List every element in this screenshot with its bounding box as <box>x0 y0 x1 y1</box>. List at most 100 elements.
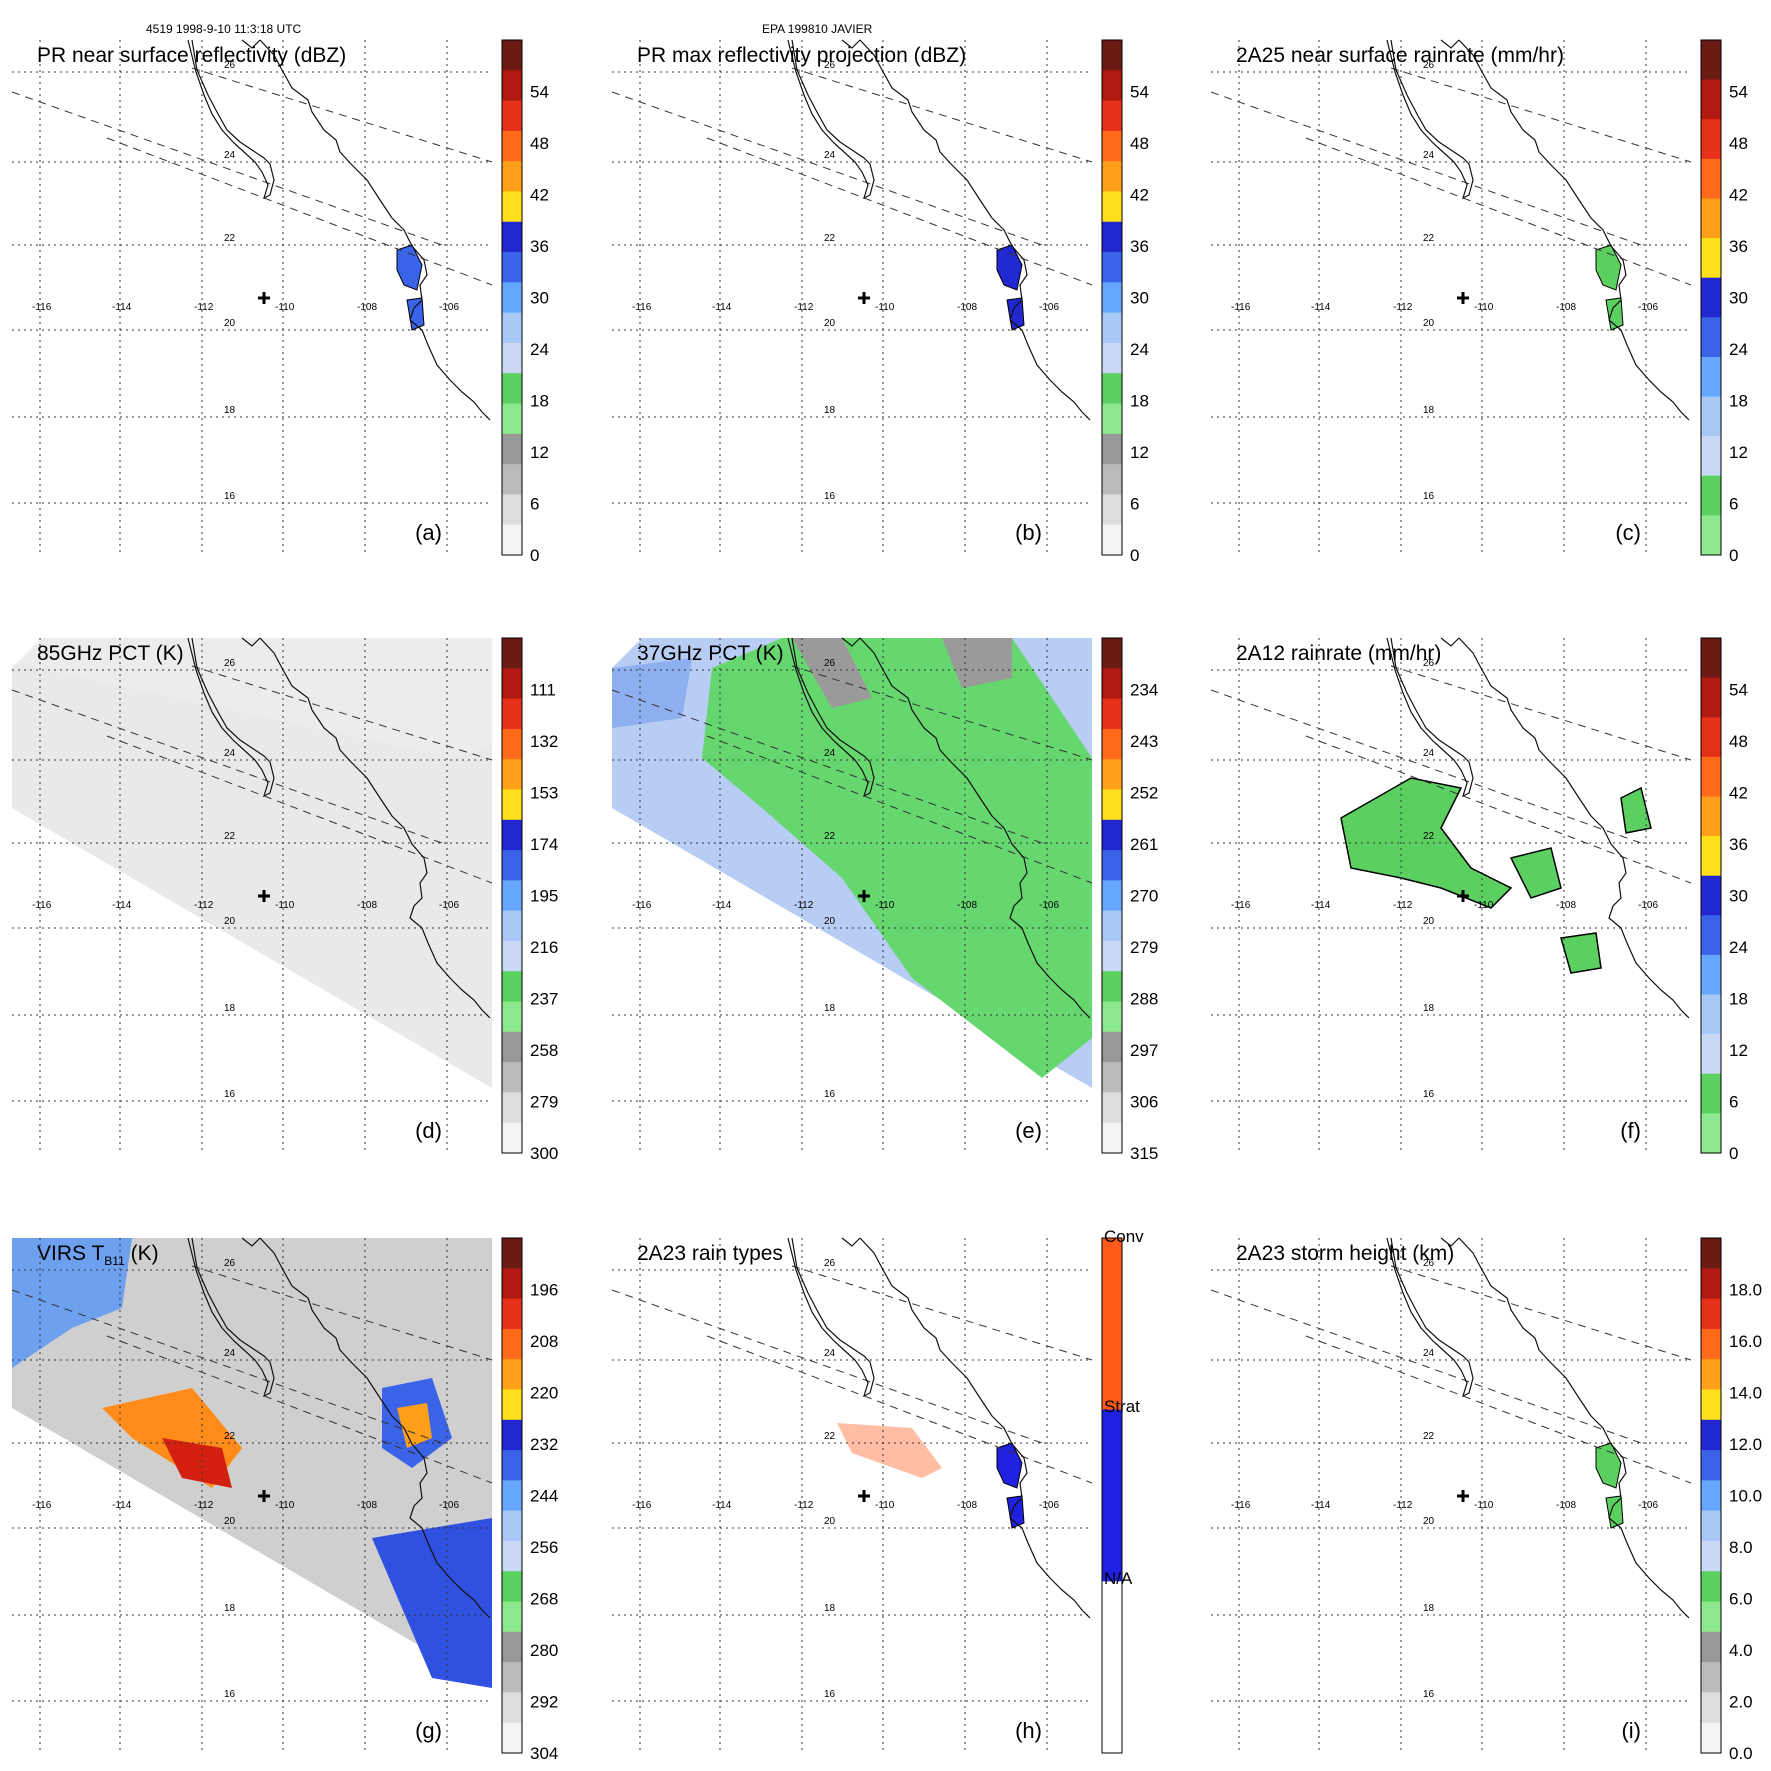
lat-label: 20 <box>1423 1516 1435 1527</box>
colorbar-tick: 270 <box>1130 887 1158 906</box>
colorbar-tick: 24 <box>530 340 549 359</box>
lon-label: -110 <box>275 1500 295 1511</box>
panel-title-h: 2A23 rain types <box>637 1242 783 1265</box>
lon-label: -114 <box>1311 1500 1331 1511</box>
lat-label: 20 <box>224 318 236 329</box>
lon-label: -110 <box>1474 1500 1494 1511</box>
colorbar-tick: 261 <box>1130 835 1158 854</box>
lat-label: 22 <box>224 1431 236 1442</box>
lat-label: 16 <box>224 1089 236 1100</box>
panel-c: -116 -114 -112 -110 -108 -1062624222018162A25… <box>1211 40 1748 565</box>
lon-label: -110 <box>275 302 295 313</box>
lon-label: -116 <box>632 900 652 911</box>
colorbar-tick: 0 <box>530 546 539 565</box>
lat-label: 18 <box>824 405 836 416</box>
lon-label: -106 <box>439 900 459 911</box>
lon-label: -116 <box>632 302 652 313</box>
lat-label: 26 <box>224 658 236 669</box>
lon-label: -106 <box>1039 900 1059 911</box>
panel-letter-f: (f) <box>1620 1118 1641 1143</box>
colorbar-tick: 208 <box>530 1332 558 1351</box>
lon-label: -116 <box>32 900 52 911</box>
colorbar-tick: 16.0 <box>1729 1332 1762 1351</box>
colorbar-tick: 12 <box>1729 1041 1748 1060</box>
panel-g: -116 -114 -112 -110 -108 -106262422201816VIRS… <box>12 1238 558 1763</box>
colorbar-tick: 195 <box>530 887 558 906</box>
lon-label: -106 <box>1638 302 1658 313</box>
panel-h: -116 -114 -112 -110 -108 -1062624222018162A23… <box>612 1227 1144 1754</box>
lon-label: -112 <box>794 1500 814 1511</box>
lat-label: 16 <box>224 491 236 502</box>
colorbar-tick: 256 <box>530 1538 558 1557</box>
colorbar-tick: 18 <box>530 392 549 411</box>
lon-label: -110 <box>875 302 895 313</box>
colorbar-tick: 2.0 <box>1729 1693 1753 1712</box>
lon-label: -112 <box>194 1500 214 1511</box>
panel-title-c: 2A25 near surface rainrate (mm/hr) <box>1236 44 1564 67</box>
panel-letter-e: (e) <box>1015 1118 1042 1143</box>
lat-label: 20 <box>1423 318 1435 329</box>
colorbar-tick: 8.0 <box>1729 1538 1753 1557</box>
colorbar-tick: 12 <box>1130 443 1149 462</box>
colorbar-h: Conv Strat N/A <box>1102 1227 1144 1754</box>
colorbar-tick: 42 <box>1729 186 1748 205</box>
lon-label: -116 <box>1231 1500 1251 1511</box>
colorbar-tick: 30 <box>1729 887 1748 906</box>
lon-label: -114 <box>112 900 132 911</box>
lon-label: -108 <box>1556 1500 1576 1511</box>
colorbar-tick: 30 <box>1729 289 1748 308</box>
colorbar-tick: 14.0 <box>1729 1384 1762 1403</box>
colorbar-tick: 36 <box>1130 237 1149 256</box>
lat-label: 20 <box>824 916 836 927</box>
colorbar-tick: 220 <box>530 1384 558 1403</box>
panel-f: -116 -114 -112 -110 -108 -1062624222018162A12… <box>1211 638 1748 1163</box>
colorbar-tick: 0 <box>1729 1144 1738 1163</box>
colorbar-tick: 6.0 <box>1729 1590 1753 1609</box>
lat-label: 22 <box>1423 1431 1435 1442</box>
colorbar-tick: Conv <box>1104 1227 1144 1246</box>
colorbar-tick: 30 <box>1130 289 1149 308</box>
lon-label: -110 <box>275 900 295 911</box>
lon-label: -106 <box>1638 900 1658 911</box>
colorbar-tick: 0 <box>1729 546 1738 565</box>
lat-label: 22 <box>1423 233 1435 244</box>
colorbar-tick: 18 <box>1729 990 1748 1009</box>
colorbar-tick: 300 <box>530 1144 558 1163</box>
lon-label: -114 <box>712 1500 732 1511</box>
colorbar-tick: 304 <box>530 1744 558 1763</box>
colorbar-tick: 30 <box>530 289 549 308</box>
colorbar-tick: 268 <box>530 1590 558 1609</box>
lon-label: -106 <box>1039 302 1059 313</box>
colorbar-i: 18.0 16.0 14.0 12.0 10.0 8.0 6.0 4.0 2.0 0.0 <box>1701 1238 1762 1763</box>
colorbar-tick: N/A <box>1104 1569 1133 1588</box>
lat-label: 18 <box>1423 405 1435 416</box>
colorbar-e: 234 243 252 261 270 279 288 297 306 315 <box>1102 638 1158 1163</box>
lon-label: -116 <box>632 1500 652 1511</box>
lat-label: 22 <box>224 831 236 842</box>
panel-title-i: 2A23 storm height (km) <box>1236 1242 1454 1265</box>
lon-label: -114 <box>1311 900 1331 911</box>
panel-letter-d: (d) <box>415 1118 442 1143</box>
colorbar-tick: 54 <box>1729 681 1748 700</box>
colorbar-a: 54 48 42 36 30 24 18 12 6 0 <box>502 40 549 565</box>
panel-i: -116 -114 -112 -110 -108 -106 26 24 22 20 18 16 2A23… <box>1211 1238 1762 1763</box>
lon-label: -112 <box>1393 302 1413 313</box>
colorbar-tick: 36 <box>1729 835 1748 854</box>
colorbar-tick: 258 <box>530 1041 558 1060</box>
colorbar-tick: 48 <box>530 134 549 153</box>
lat-label: 24 <box>824 748 836 759</box>
lat-label: 20 <box>824 1516 836 1527</box>
colorbar-tick: 6 <box>1729 495 1738 514</box>
colorbar-tick: 315 <box>1130 1144 1158 1163</box>
lon-label: -106 <box>439 1500 459 1511</box>
colorbar-tick: 24 <box>1729 340 1748 359</box>
colorbar-tick: 42 <box>530 186 549 205</box>
lon-label: -114 <box>712 302 732 313</box>
lat-label: 26 <box>224 1258 236 1269</box>
colorbar-tick: 280 <box>530 1641 558 1660</box>
colorbar-tick: 243 <box>1130 732 1158 751</box>
lat-label: 22 <box>1423 831 1435 842</box>
lat-label: 16 <box>1423 1689 1435 1700</box>
lon-label: -108 <box>357 302 377 313</box>
colorbar-tick: 153 <box>530 784 558 803</box>
